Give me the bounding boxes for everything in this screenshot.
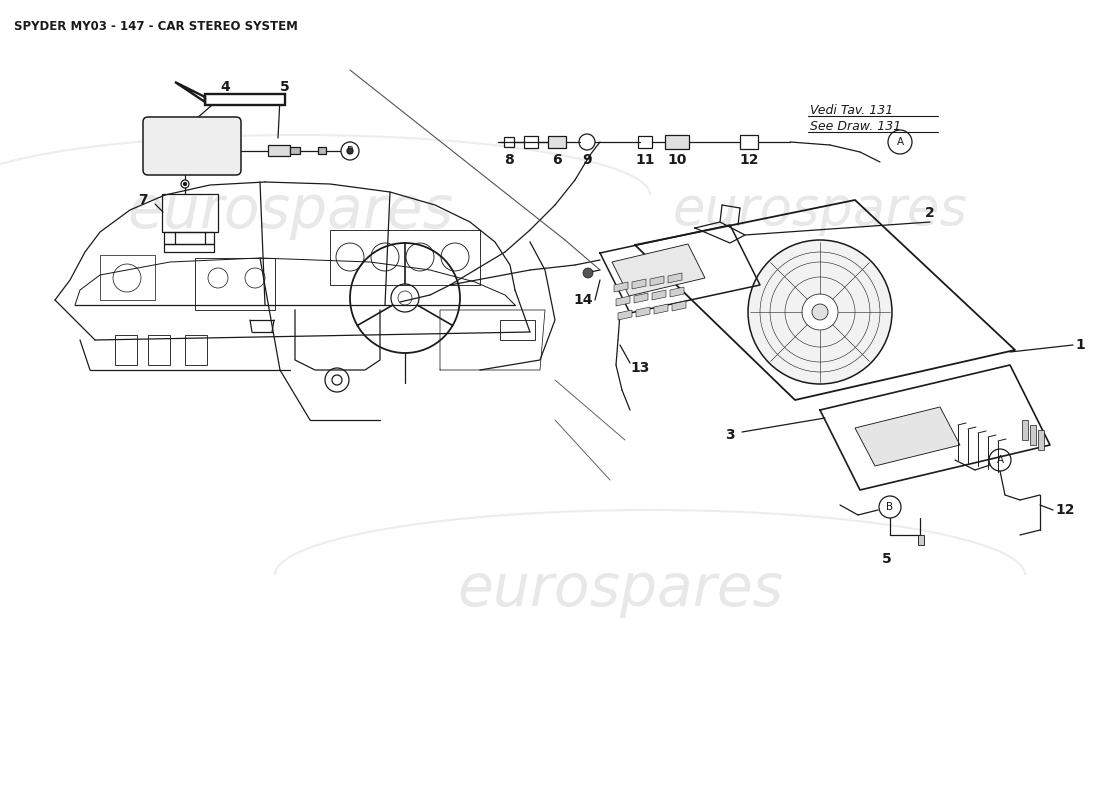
Text: B: B	[887, 502, 893, 512]
Polygon shape	[650, 276, 664, 286]
Circle shape	[184, 182, 187, 186]
Polygon shape	[636, 307, 650, 317]
FancyBboxPatch shape	[143, 117, 241, 175]
Text: A: A	[896, 137, 903, 147]
Text: See Draw. 131: See Draw. 131	[810, 119, 901, 133]
Bar	[638, 136, 652, 148]
Bar	[666, 135, 689, 149]
Bar	[918, 535, 924, 545]
Text: SPYDER MY03 - 147 - CAR STEREO SYSTEM: SPYDER MY03 - 147 - CAR STEREO SYSTEM	[14, 20, 298, 33]
Polygon shape	[652, 290, 666, 300]
Polygon shape	[616, 296, 630, 306]
Polygon shape	[654, 304, 668, 314]
Text: 3: 3	[725, 428, 735, 442]
Polygon shape	[618, 310, 632, 320]
Bar	[185, 335, 207, 365]
Text: 5: 5	[882, 552, 892, 566]
Text: Vedi Tav. 131: Vedi Tav. 131	[810, 103, 893, 117]
Bar	[290, 147, 300, 154]
Bar	[318, 147, 326, 154]
Text: 11: 11	[636, 153, 654, 167]
Bar	[148, 335, 170, 365]
Polygon shape	[612, 244, 705, 296]
Circle shape	[583, 268, 593, 278]
Polygon shape	[632, 279, 646, 289]
Text: 5: 5	[280, 80, 290, 94]
Bar	[162, 194, 218, 232]
Text: 13: 13	[630, 361, 650, 375]
Bar	[1022, 420, 1028, 440]
Bar	[1030, 425, 1036, 445]
Text: eurospares: eurospares	[126, 183, 453, 241]
Bar	[268, 145, 290, 156]
Text: 7: 7	[139, 193, 148, 207]
Bar	[1038, 430, 1044, 450]
Bar	[740, 135, 758, 149]
Text: 14: 14	[573, 293, 593, 307]
Bar	[500, 320, 535, 340]
Polygon shape	[614, 282, 628, 292]
Text: 9: 9	[582, 153, 592, 167]
Polygon shape	[670, 287, 684, 297]
Polygon shape	[672, 301, 686, 311]
Polygon shape	[668, 273, 682, 283]
Bar	[100, 255, 155, 300]
Bar	[504, 137, 514, 147]
Text: 10: 10	[668, 153, 686, 167]
Polygon shape	[175, 82, 285, 105]
Circle shape	[748, 240, 892, 384]
Text: 4: 4	[220, 80, 230, 94]
Circle shape	[812, 304, 828, 320]
Text: 12: 12	[1055, 503, 1075, 517]
Polygon shape	[634, 293, 648, 303]
Bar	[164, 232, 215, 244]
Circle shape	[802, 294, 838, 330]
Text: 2: 2	[925, 206, 935, 220]
Bar	[548, 136, 566, 148]
Text: eurospares: eurospares	[456, 562, 783, 618]
Text: 6: 6	[552, 153, 562, 167]
Text: 8: 8	[504, 153, 514, 167]
Text: eurospares: eurospares	[672, 184, 968, 236]
Bar	[116, 335, 138, 365]
Text: 12: 12	[739, 153, 759, 167]
Text: A: A	[997, 455, 1003, 465]
Text: 1: 1	[1075, 338, 1085, 352]
Circle shape	[182, 180, 189, 188]
Bar	[195, 258, 275, 310]
Polygon shape	[855, 407, 960, 466]
Text: B: B	[346, 146, 353, 156]
Bar	[524, 136, 538, 148]
Circle shape	[346, 148, 353, 154]
Bar	[330, 230, 480, 285]
